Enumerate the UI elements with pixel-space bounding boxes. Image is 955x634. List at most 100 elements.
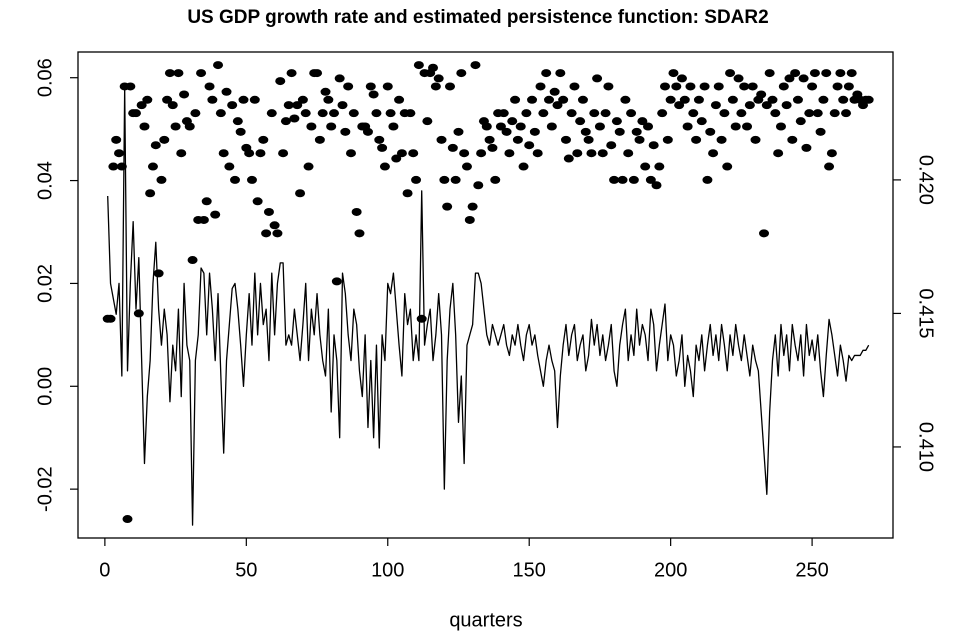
persistence-point bbox=[464, 215, 475, 224]
persistence-point bbox=[374, 135, 385, 144]
persistence-point bbox=[747, 82, 758, 91]
persistence-point bbox=[719, 109, 730, 118]
persistence-point bbox=[306, 122, 317, 131]
persistence-point bbox=[623, 149, 634, 158]
persistence-point bbox=[583, 135, 594, 144]
persistence-point bbox=[521, 109, 532, 118]
y2-tick-label: 0.420 bbox=[915, 155, 937, 205]
persistence-point bbox=[159, 135, 170, 144]
persistence-point bbox=[631, 127, 642, 136]
persistence-point bbox=[600, 109, 611, 118]
persistence-point bbox=[416, 314, 427, 323]
persistence-point bbox=[450, 175, 461, 184]
persistence-point bbox=[589, 109, 600, 118]
persistence-point bbox=[558, 95, 569, 104]
persistence-point bbox=[405, 109, 416, 118]
persistence-point bbox=[512, 135, 523, 144]
persistence-point bbox=[442, 202, 453, 211]
persistence-point bbox=[317, 109, 328, 118]
persistence-point bbox=[563, 154, 574, 163]
persistence-point bbox=[230, 175, 241, 184]
persistence-point bbox=[546, 122, 557, 131]
persistence-point bbox=[538, 109, 549, 118]
x-tick-label: 0 bbox=[99, 559, 110, 581]
persistence-point bbox=[495, 122, 506, 131]
persistence-point bbox=[807, 82, 818, 91]
persistence-point bbox=[133, 309, 144, 318]
persistence-point bbox=[696, 117, 707, 126]
persistence-point bbox=[730, 122, 741, 131]
growth-line bbox=[107, 87, 870, 526]
persistence-point bbox=[603, 82, 614, 91]
persistence-point bbox=[487, 143, 498, 152]
persistence-point bbox=[490, 175, 501, 184]
persistence-point bbox=[818, 95, 829, 104]
persistence-point bbox=[628, 175, 639, 184]
persistence-point bbox=[710, 101, 721, 110]
persistence-point bbox=[136, 101, 147, 110]
persistence-point bbox=[111, 135, 122, 144]
persistence-point bbox=[379, 162, 390, 171]
persistence-point bbox=[249, 95, 260, 104]
persistence-point bbox=[476, 149, 487, 158]
persistence-point bbox=[428, 63, 439, 72]
persistence-point bbox=[459, 149, 470, 158]
persistence-point bbox=[597, 149, 608, 158]
persistence-point bbox=[501, 127, 512, 136]
y-tick-label: 0.00 bbox=[34, 367, 56, 406]
persistence-point bbox=[832, 82, 843, 91]
persistence-point bbox=[252, 197, 263, 206]
persistence-point bbox=[507, 117, 518, 126]
persistence-point bbox=[246, 175, 257, 184]
persistence-point bbox=[300, 109, 311, 118]
persistence-point bbox=[676, 74, 687, 83]
persistence-point bbox=[645, 175, 656, 184]
persistence-point bbox=[221, 87, 232, 96]
persistence-point bbox=[524, 141, 535, 150]
persistence-point bbox=[114, 149, 125, 158]
persistence-point bbox=[529, 127, 540, 136]
persistence-point bbox=[535, 82, 546, 91]
persistence-point bbox=[685, 82, 696, 91]
x-tick-label: 100 bbox=[371, 559, 404, 581]
persistence-point bbox=[659, 82, 670, 91]
persistence-point bbox=[187, 256, 198, 265]
persistence-point bbox=[278, 149, 289, 158]
persistence-point bbox=[838, 95, 849, 104]
persistence-point bbox=[385, 109, 396, 118]
persistence-point bbox=[541, 69, 552, 78]
persistence-point bbox=[394, 95, 405, 104]
persistence-point bbox=[798, 74, 809, 83]
persistence-point bbox=[739, 82, 750, 91]
persistence-point bbox=[164, 69, 175, 78]
persistence-point bbox=[759, 229, 770, 238]
persistence-point bbox=[179, 90, 190, 99]
persistence-point bbox=[617, 175, 628, 184]
persistence-point bbox=[841, 109, 852, 118]
persistence-point bbox=[430, 82, 441, 91]
persistence-point bbox=[258, 135, 269, 144]
persistence-point bbox=[643, 122, 654, 131]
persistence-point bbox=[544, 95, 555, 104]
persistence-point bbox=[713, 82, 724, 91]
persistence-point bbox=[657, 109, 668, 118]
persistence-point bbox=[261, 229, 272, 238]
persistence-point bbox=[156, 175, 167, 184]
persistence-point bbox=[320, 87, 331, 96]
persistence-point bbox=[314, 135, 325, 144]
persistence-point bbox=[232, 117, 243, 126]
persistence-point bbox=[351, 207, 362, 216]
persistence-point bbox=[105, 314, 116, 323]
persistence-point bbox=[654, 162, 665, 171]
persistence-point bbox=[447, 143, 458, 152]
persistence-point bbox=[750, 135, 761, 144]
persistence-point bbox=[708, 149, 719, 158]
persistence-point bbox=[456, 69, 467, 78]
persistence-point bbox=[204, 82, 215, 91]
persistence-point bbox=[292, 101, 303, 110]
persistence-point bbox=[461, 162, 472, 171]
persistence-point bbox=[343, 82, 354, 91]
persistence-point bbox=[331, 277, 342, 286]
persistence-point bbox=[626, 109, 637, 118]
